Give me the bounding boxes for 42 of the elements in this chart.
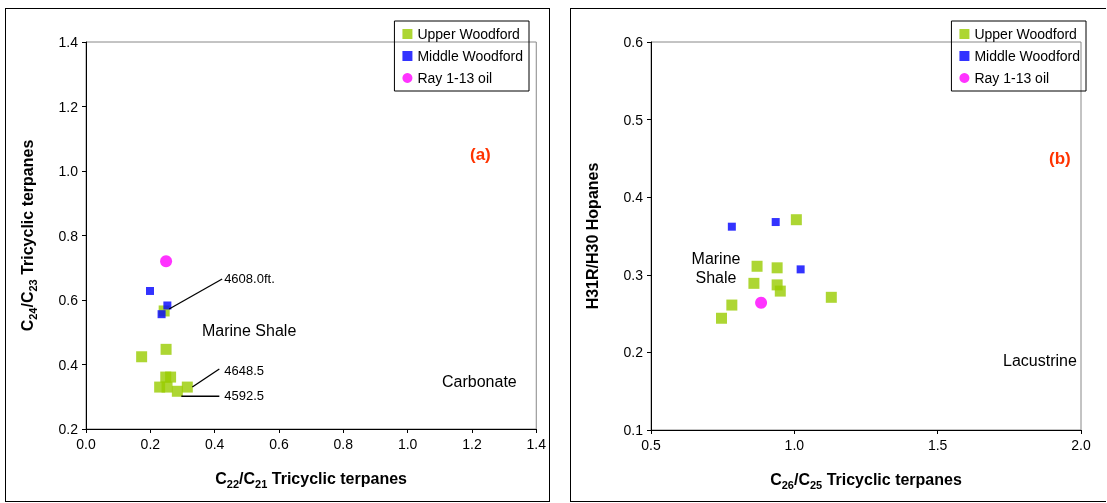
annotation: 4608.0ft. [224, 270, 275, 287]
y-tick-label: 0.8 [58, 227, 79, 244]
x-tick-label: 0.0 [76, 436, 96, 452]
x-tick-label: 0.4 [204, 436, 225, 452]
annotation: Carbonate [442, 372, 517, 392]
x-tick-label: 0.6 [269, 436, 289, 452]
legend-label: Ray 1-13 oil [417, 70, 493, 86]
annotation: Marine Shale [690, 249, 742, 288]
y-tick-label: 0.2 [623, 344, 644, 361]
annotation: (b) [1049, 149, 1071, 170]
x-tick-label: 0.5 [641, 437, 661, 453]
x-tick-label: 0.8 [333, 436, 354, 452]
annotation: Marine Shale [202, 321, 297, 341]
legend-label: Ray 1-13 oil [974, 70, 1050, 86]
y-tick-label: 0.1 [623, 422, 644, 438]
annotation: 4592.5 [224, 388, 265, 404]
x-tick-label: 0.2 [140, 436, 161, 452]
x-tick-label: 1.0 [397, 436, 418, 452]
y-tick-label: 0.5 [623, 111, 644, 128]
legend-label: Upper Woodford [974, 26, 1077, 42]
x-tick-label: 1.4 [526, 436, 547, 452]
y-tick-label: 0.4 [58, 356, 79, 373]
y-axis-title: C24/C23 Tricyclic terpanes [18, 139, 39, 332]
y-tick-label: 1.2 [58, 98, 79, 115]
y-axis-title: H31R/H30 Hopanes [583, 162, 601, 310]
legend-label: Middle Woodford [974, 48, 1080, 64]
legend-label: Middle Woodford [417, 48, 523, 64]
annotation: (a) [470, 145, 491, 166]
x-tick-label: 1.0 [784, 437, 805, 453]
annotation: 4648.5 [224, 363, 265, 379]
y-tick-label: 1.4 [58, 34, 79, 50]
y-tick-label: 0.4 [623, 189, 644, 206]
y-tick-label: 0.6 [623, 34, 644, 50]
y-tick-label: 0.2 [58, 421, 79, 437]
x-tick-label: 1.5 [927, 437, 948, 453]
annotation: Lacustrine [1003, 351, 1077, 371]
x-tick-label: 2.0 [1071, 437, 1091, 453]
y-tick-label: 1.0 [58, 163, 79, 179]
y-tick-label: 0.3 [623, 266, 644, 283]
legend-label: Upper Woodford [417, 26, 520, 42]
y-tick-label: 0.6 [58, 292, 79, 308]
x-tick-label: 1.2 [462, 436, 482, 452]
